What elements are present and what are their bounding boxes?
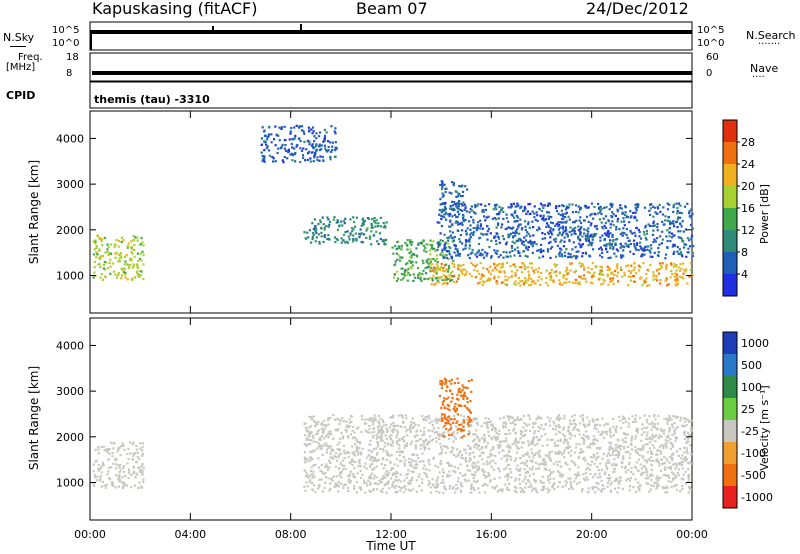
y-tick-label: 2000 — [56, 224, 84, 237]
colorbar-swatch — [723, 442, 737, 464]
nsky-tick-bottom: 10^0 — [52, 38, 80, 49]
colorbar-tick-label: 28 — [741, 136, 755, 149]
date-title: 24/Dec/2012 — [586, 0, 689, 18]
colorbar-swatch — [723, 230, 737, 252]
nave-marker: ···· — [752, 72, 765, 83]
colorbar-swatch — [723, 354, 737, 376]
y-tick-label: 3000 — [56, 178, 84, 191]
freq-tick-bottom: 8 — [66, 68, 73, 79]
nave-label: Nave — [750, 62, 779, 75]
y-tick-label: 1000 — [56, 270, 84, 283]
nsearch-tick-top: 10^5 — [697, 25, 725, 36]
power-panel-frame — [89, 110, 693, 314]
y-tick-label: 4000 — [56, 339, 84, 352]
colorbar-swatch — [723, 120, 737, 142]
nsky-label: N.Sky — [3, 31, 35, 44]
velocity-data-marks — [92, 377, 694, 494]
velocity-axes: 1000 2000 3000 4000 — [56, 318, 693, 520]
nsearch-marker: ······· — [758, 39, 781, 50]
colorbar-tick-label: 1000 — [741, 337, 769, 350]
colorbar-tick-label: 500 — [741, 359, 762, 372]
station-title: Kapuskasing (fitACF) — [92, 0, 258, 18]
colorbar-tick-label: 16 — [741, 202, 755, 215]
x-tick-label: 20:00 — [576, 528, 608, 541]
y-tick-label: 4000 — [56, 132, 84, 145]
cpid-value: themis (tau) -3310 — [94, 93, 210, 106]
colorbar-tick-label: 100 — [741, 381, 762, 394]
colorbar-tick-label: 8 — [741, 246, 748, 259]
colorbar-swatch — [723, 486, 737, 508]
colorbar-swatch — [723, 376, 737, 398]
x-tick-label: 16:00 — [475, 528, 507, 541]
power-panel: 1000 2000 3000 4000 Slant Range [km] — [27, 110, 695, 314]
colorbar-tick-label: -100 — [741, 447, 766, 460]
scatter-feature-5 — [436, 202, 695, 260]
x-tick-label: 12:00 — [375, 528, 407, 541]
power-colorbar: 4 8 12 16 20 24 28 — [722, 119, 755, 297]
velocity-panel: 1000 2000 3000 4000 Slant Range [km] — [27, 317, 694, 521]
x-axis-label: Time UT — [365, 539, 416, 553]
scatter-feature-0 — [92, 234, 145, 281]
colorbar-swatch — [723, 274, 737, 296]
power-ylabel: Slant Range [km] — [27, 160, 41, 264]
power-data-marks — [92, 124, 695, 287]
scatter-feature-6 — [438, 180, 469, 219]
nsky-legend-line — [10, 46, 26, 47]
colorbar-swatch — [723, 464, 737, 486]
nsky-tick-top: 10^5 — [52, 25, 80, 36]
cpid-label: CPID — [6, 89, 36, 102]
colorbar-swatch — [723, 208, 737, 230]
colorbar-swatch — [723, 186, 737, 208]
scatter-feature-1 — [303, 414, 694, 494]
velocity-ylabel: Slant Range [km] — [27, 366, 41, 470]
freq-label-bottom: [MHz] — [6, 62, 36, 73]
nave-tick-bottom: 0 — [706, 68, 713, 79]
scatter-feature-4 — [428, 261, 694, 287]
y-tick-label: 2000 — [56, 431, 84, 444]
colorbar-tick-label: -1000 — [741, 491, 773, 504]
colorbar-swatch — [723, 332, 737, 354]
colorbar-swatch — [723, 252, 737, 274]
colorbar-swatch — [723, 420, 737, 442]
colorbar-tick-label: 20 — [741, 180, 755, 193]
colorbar-swatch — [723, 164, 737, 186]
x-tick-label: 08:00 — [275, 528, 307, 541]
nsearch-label: N.Search — [746, 29, 796, 42]
scatter-feature-1 — [260, 124, 338, 164]
x-tick-label: 00:00 — [676, 528, 708, 541]
x-tick-label: 04:00 — [174, 528, 206, 541]
colorbar-tick-label: 25 — [741, 403, 755, 416]
beam-title: Beam 07 — [356, 0, 428, 18]
velocity-colorbar-label: Velocity [m s⁻¹] — [758, 385, 771, 470]
scatter-feature-3 — [391, 239, 455, 283]
freq-label-top: Freq. — [18, 52, 43, 63]
y-tick-label: 1000 — [56, 477, 84, 490]
cpid-strip-frame — [89, 81, 693, 109]
freq-trace — [92, 71, 692, 75]
nsky-strip-frame — [89, 21, 693, 51]
freq-tick-top: 18 — [66, 52, 79, 63]
colorbar-tick-label: -25 — [741, 425, 759, 438]
scatter-feature-0 — [92, 441, 145, 490]
velocity-colorbar: 1000 500 100 25 -25 -100 -500 -1000 — [722, 331, 773, 509]
y-tick-label: 3000 — [56, 385, 84, 398]
colorbar-tick-label: -500 — [741, 469, 766, 482]
colorbar-swatch — [723, 398, 737, 420]
nsearch-tick-bottom: 10^0 — [697, 38, 725, 49]
power-colorbar-label: Power [dB] — [758, 184, 771, 244]
x-tick-label: 00:00 — [74, 528, 106, 541]
colorbar-tick-label: 12 — [741, 224, 755, 237]
power-axes: 1000 2000 3000 4000 — [56, 111, 693, 313]
colorbar-tick-label: 4 — [741, 268, 748, 281]
freq-strip-frame — [89, 52, 693, 82]
scatter-feature-2 — [438, 377, 473, 439]
nsky-trace — [90, 24, 692, 50]
colorbar-tick-label: 24 — [741, 158, 755, 171]
x-tick-labels: 00:00 04:00 08:00 12:00 16:00 20:00 00:00 — [74, 528, 708, 541]
nave-tick-top: 60 — [706, 52, 719, 63]
colorbar-swatch — [723, 142, 737, 164]
scatter-feature-2 — [303, 216, 388, 246]
